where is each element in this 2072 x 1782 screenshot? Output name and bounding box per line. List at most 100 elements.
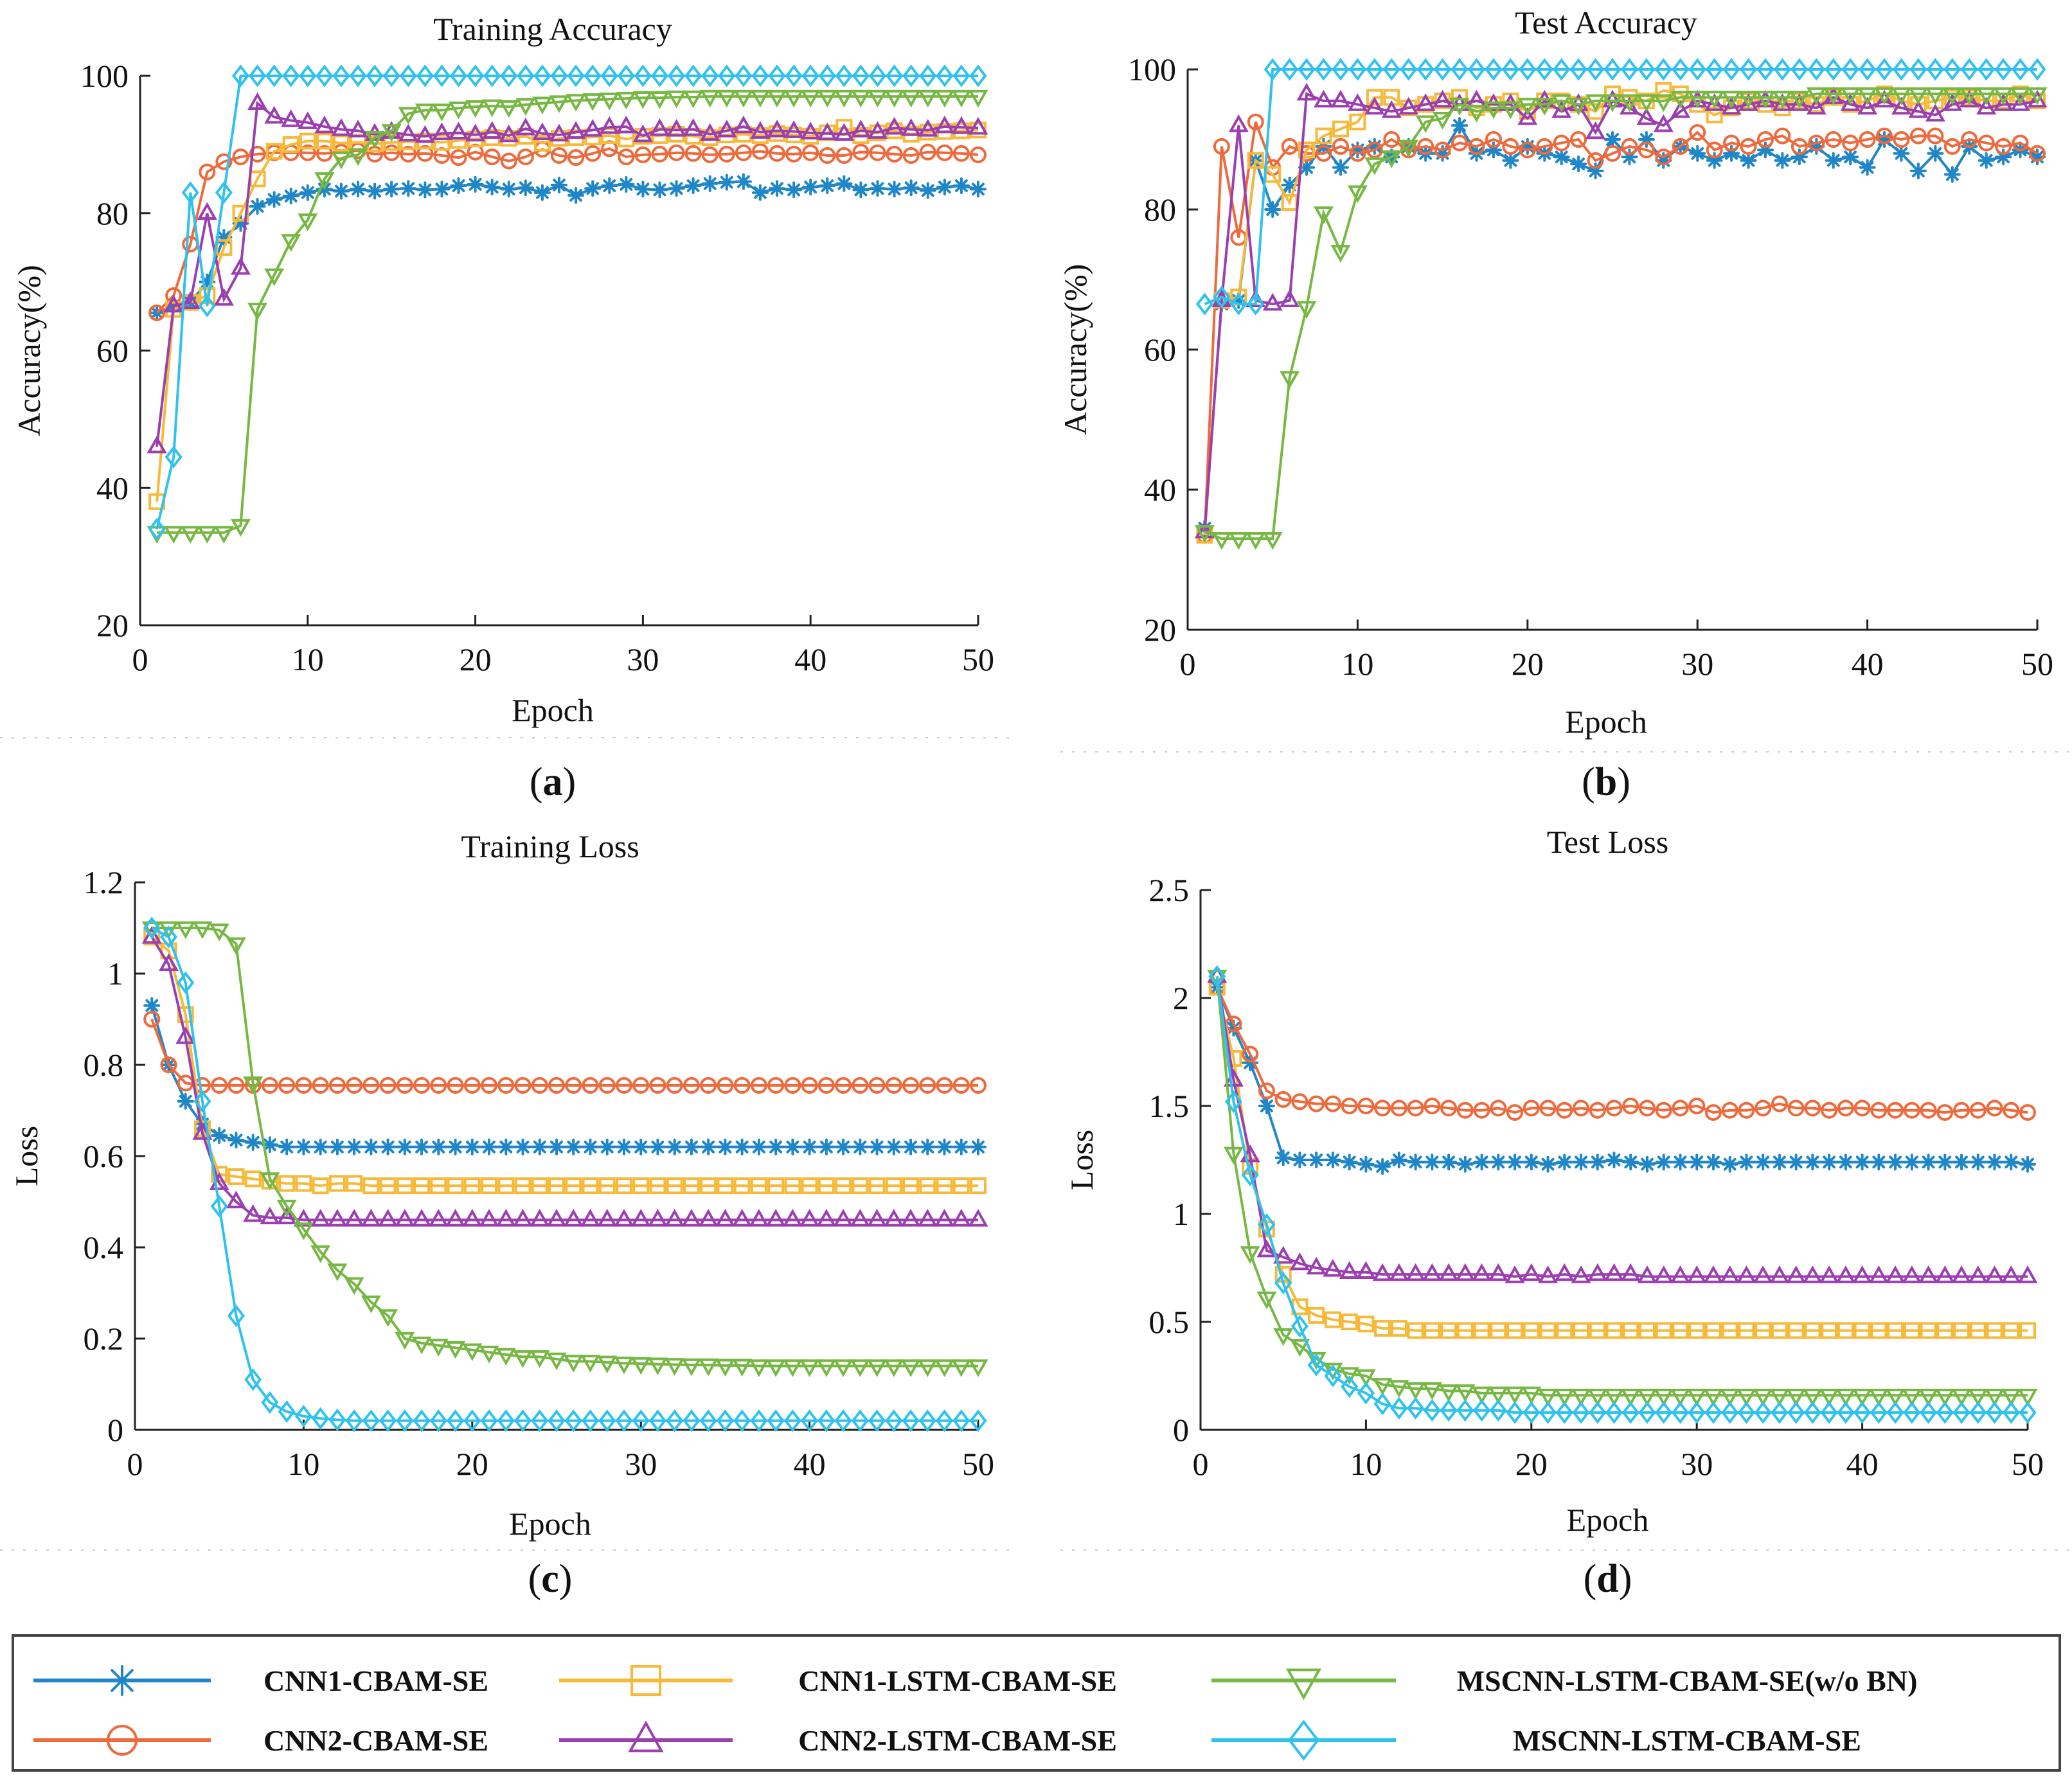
data-point — [782, 1359, 803, 1377]
data-point — [1523, 1401, 1541, 1424]
data-point — [1655, 1401, 1673, 1424]
data-point — [886, 64, 904, 87]
data-point — [582, 1076, 599, 1094]
data-point — [1755, 91, 1776, 109]
data-point — [1740, 138, 1757, 155]
data-point — [1853, 1322, 1871, 1339]
data-point — [649, 118, 670, 136]
data-point — [293, 1222, 314, 1240]
data-point — [1925, 103, 1945, 122]
data-point — [1398, 96, 1419, 115]
legend-marker-icon — [1285, 1668, 1322, 1700]
data-point — [1505, 1265, 1525, 1283]
data-point — [497, 1409, 515, 1432]
panel-label: (c) — [528, 1557, 573, 1601]
data-point — [1703, 1388, 1724, 1407]
data-point — [197, 526, 217, 544]
data-point — [2019, 1104, 2036, 1121]
data-point — [852, 1138, 869, 1155]
data-point — [1961, 131, 1978, 148]
data-point — [1256, 1239, 1277, 1258]
data-point — [1383, 131, 1400, 148]
data-point — [850, 120, 871, 138]
data-point — [1339, 1367, 1360, 1385]
data-point — [1364, 96, 1385, 115]
data-point — [1655, 148, 1672, 166]
data-point — [802, 144, 819, 161]
data-point — [345, 1409, 363, 1432]
series-line — [156, 100, 979, 447]
data-point — [598, 1076, 616, 1094]
data-point — [331, 152, 352, 170]
data-point — [1289, 1339, 1310, 1357]
data-point — [683, 118, 704, 136]
data-point — [261, 1136, 278, 1154]
data-point — [1228, 532, 1249, 550]
data-point — [1903, 1154, 1920, 1171]
data-point — [902, 64, 920, 87]
data-point — [1934, 1265, 1955, 1283]
data-point — [885, 1138, 902, 1155]
data-point — [462, 1209, 483, 1227]
data-point — [1806, 96, 1826, 115]
data-point — [651, 145, 668, 163]
data-point — [850, 89, 871, 108]
data-point — [1959, 87, 1979, 105]
data-point — [1556, 1322, 1573, 1339]
data-point — [919, 1177, 936, 1195]
data-point — [1706, 58, 1724, 81]
data-point — [548, 1138, 565, 1155]
series-line — [156, 147, 979, 314]
data-point — [2003, 1154, 2020, 1171]
data-point — [1440, 1399, 1458, 1422]
data-point — [533, 184, 551, 201]
data-point — [1228, 114, 1249, 132]
data-point — [1920, 1101, 1937, 1119]
x-axis-label: Epoch — [1565, 704, 1647, 740]
data-point — [1485, 58, 1503, 81]
data-point — [867, 89, 888, 108]
series-line — [1203, 123, 2038, 529]
data-point — [835, 147, 853, 164]
data-point — [295, 1138, 312, 1155]
data-point — [885, 1177, 902, 1195]
data-point — [919, 1138, 936, 1155]
y-tick-label: 0 — [1173, 1412, 1189, 1448]
y-tick-label: 20 — [1144, 612, 1176, 648]
data-point — [180, 526, 201, 544]
data-point — [717, 89, 737, 108]
data-point — [2003, 1101, 2020, 1119]
data-point — [1366, 141, 1383, 159]
data-point — [902, 1177, 920, 1195]
data-point — [430, 1076, 447, 1094]
series-line — [157, 95, 978, 534]
data-point — [1637, 1265, 1657, 1283]
data-point — [1291, 1315, 1308, 1338]
data-point — [1602, 89, 1623, 108]
data-point — [1330, 245, 1351, 263]
data-point — [1942, 87, 1963, 105]
data-point — [480, 1409, 498, 1432]
data-point — [328, 1138, 346, 1155]
data-point — [1247, 152, 1264, 169]
data-point — [584, 180, 602, 197]
data-point — [1449, 93, 1470, 111]
legend-frame — [12, 1634, 2061, 1772]
data-point — [399, 64, 417, 87]
data-point — [666, 119, 687, 137]
data-point — [2012, 134, 2029, 152]
data-point — [1589, 1101, 1606, 1119]
data-point — [514, 1076, 531, 1094]
data-point — [1819, 1265, 1839, 1283]
data-point — [1313, 206, 1334, 224]
data-point — [1449, 98, 1470, 116]
data-point — [597, 1209, 618, 1227]
data-point — [934, 115, 955, 134]
data-point — [1993, 87, 2014, 105]
data-point — [918, 89, 938, 108]
data-point — [700, 89, 720, 108]
data-point — [481, 1076, 498, 1094]
data-point — [1521, 1263, 1542, 1281]
data-point — [751, 184, 769, 201]
data-point — [548, 1409, 566, 1432]
